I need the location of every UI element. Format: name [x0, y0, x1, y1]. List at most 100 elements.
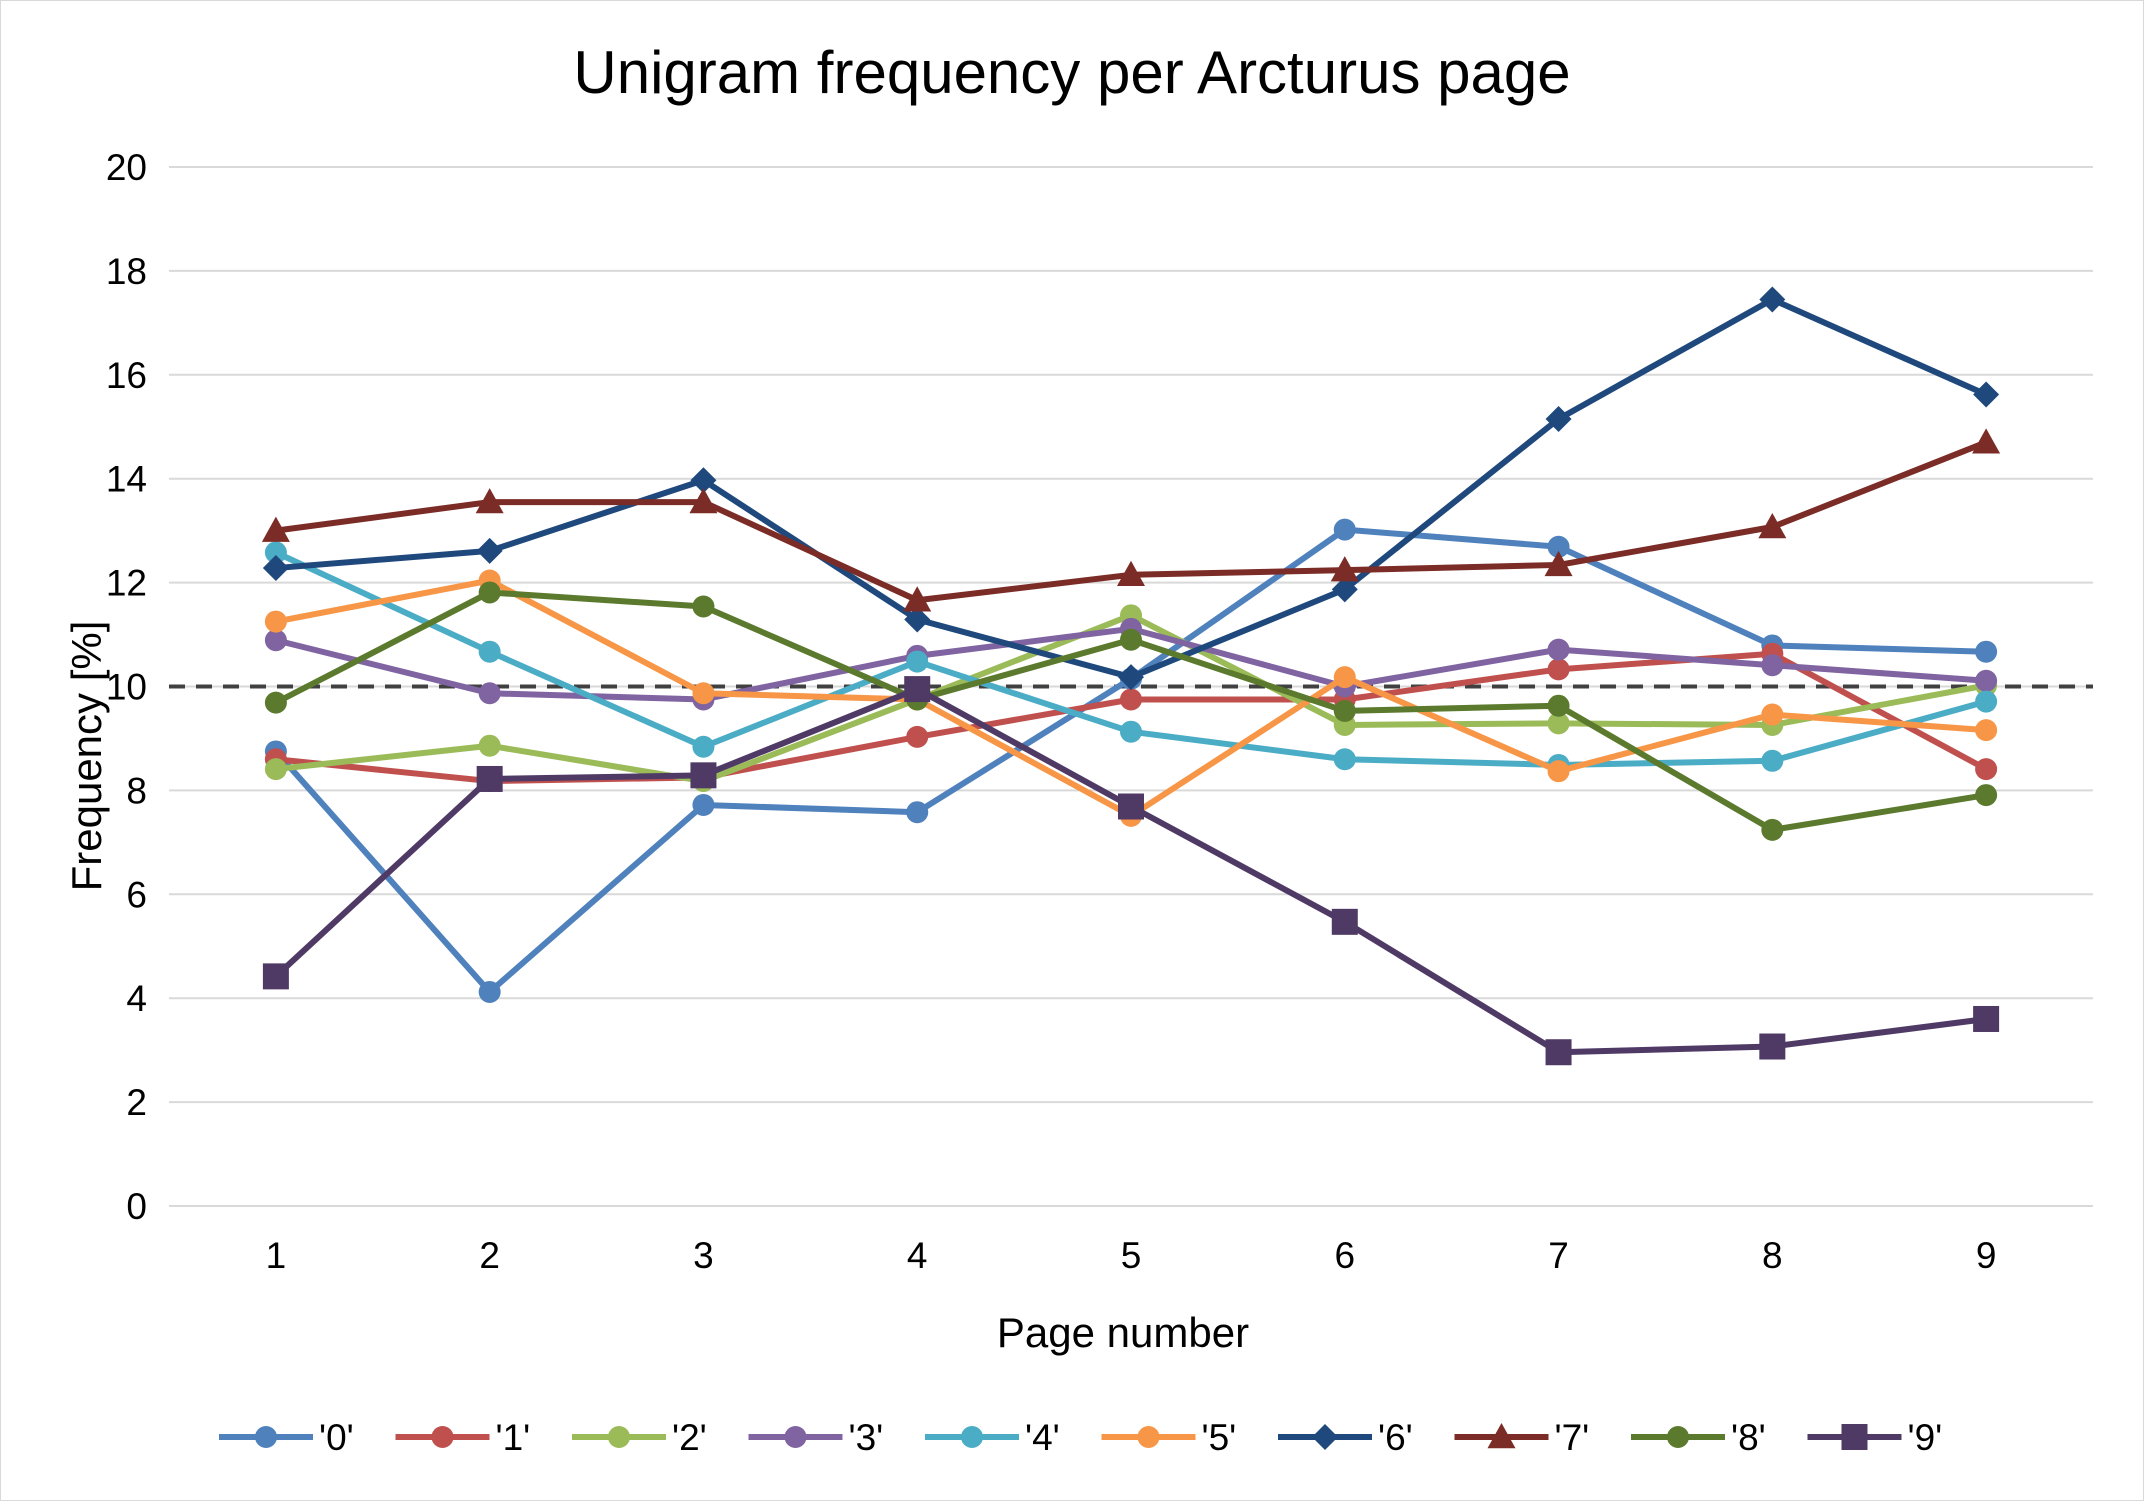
data-point — [1547, 638, 1570, 661]
x-tick-label: 4 — [907, 1235, 928, 1276]
data-point — [1118, 793, 1144, 820]
legend-label: '0' — [319, 1417, 354, 1458]
x-tick-label: 7 — [1548, 1235, 1569, 1276]
series-lines — [261, 286, 2001, 1066]
data-point — [1973, 381, 2000, 408]
data-point — [478, 640, 501, 663]
data-point — [1761, 818, 1784, 841]
data-point — [1331, 576, 1358, 603]
data-point — [1120, 720, 1142, 743]
legend-swatch-marker — [1841, 1424, 1868, 1450]
legend-item: '0' — [219, 1417, 354, 1458]
data-point — [1547, 658, 1570, 681]
data-point — [903, 586, 932, 612]
legend-label: '9' — [1908, 1417, 1943, 1458]
legend-item: '6' — [1278, 1417, 1413, 1458]
legend-label: '3' — [849, 1417, 884, 1458]
x-tick-label: 9 — [1976, 1235, 1997, 1276]
data-point — [904, 676, 931, 703]
legend-item: '3' — [748, 1417, 884, 1458]
data-point — [1544, 550, 1573, 577]
data-point — [1547, 694, 1570, 717]
data-point — [1331, 908, 1358, 935]
x-tick-label: 2 — [479, 1235, 500, 1276]
data-point — [1545, 405, 1572, 432]
legend-label: '4' — [1025, 1417, 1060, 1458]
data-point — [262, 555, 289, 582]
legend-swatch-marker — [961, 1426, 983, 1448]
data-point — [1547, 760, 1570, 783]
data-point — [692, 735, 715, 758]
data-point — [1545, 1039, 1572, 1066]
data-point — [1547, 712, 1570, 735]
series-9 — [262, 676, 2000, 1066]
data-point — [261, 516, 290, 542]
data-point — [689, 488, 718, 514]
data-point — [1972, 428, 2001, 454]
y-tick-label: 8 — [126, 770, 147, 811]
x-tick-label: 8 — [1762, 1235, 1783, 1276]
y-tick-label: 18 — [106, 251, 147, 292]
y-tick-label: 14 — [106, 459, 147, 500]
data-point — [1761, 703, 1784, 726]
data-point — [906, 725, 929, 748]
data-point — [264, 758, 287, 781]
data-point — [1120, 688, 1142, 711]
legend-swatch-marker — [784, 1426, 807, 1448]
x-axis-tick-labels: 1 2 3 4 5 6 7 8 9 — [266, 1235, 1997, 1276]
data-point — [478, 581, 501, 604]
y-tick-label: 16 — [106, 355, 147, 396]
legend-item: '1' — [395, 1417, 530, 1458]
data-point — [475, 488, 504, 514]
y-tick-label: 12 — [106, 563, 147, 604]
data-point — [1333, 666, 1356, 689]
data-point — [1120, 628, 1142, 651]
x-tick-label: 3 — [693, 1235, 714, 1276]
legend-item: '9' — [1807, 1417, 1943, 1458]
data-point — [1973, 1005, 2000, 1032]
legend-swatch-marker — [431, 1426, 454, 1448]
legend-label: '5' — [1202, 1417, 1237, 1458]
x-tick-label: 6 — [1334, 1235, 1355, 1276]
y-tick-label: 6 — [126, 874, 147, 915]
y-tick-label: 4 — [126, 978, 147, 1019]
y-axis-tick-labels: 0 2 4 6 8 10 12 14 16 18 20 — [106, 147, 147, 1227]
data-point — [904, 606, 931, 633]
data-point — [264, 541, 287, 564]
legend-swatch-marker — [1137, 1426, 1160, 1448]
data-point — [264, 610, 287, 633]
x-tick-label: 1 — [266, 1235, 287, 1276]
legend-item: '8' — [1631, 1417, 1766, 1458]
data-point — [1759, 1033, 1786, 1060]
data-point — [1975, 758, 1998, 781]
data-point — [690, 762, 717, 789]
legend: '0' '1' '2' '3' '4' '5' '6' '7' '8' '9' — [219, 1417, 1942, 1458]
data-point — [262, 963, 289, 990]
y-tick-label: 2 — [126, 1082, 147, 1123]
data-point — [476, 765, 503, 792]
legend-item: '5' — [1101, 1417, 1237, 1458]
x-axis-title: Page number — [997, 1309, 1249, 1356]
data-point — [1975, 669, 1998, 692]
data-point — [1330, 556, 1359, 582]
legend-label: '7' — [1555, 1417, 1590, 1458]
legend-item: '4' — [925, 1417, 1060, 1458]
y-tick-label: 0 — [126, 1186, 147, 1227]
data-point — [690, 467, 717, 494]
series-7 — [261, 428, 2001, 612]
data-point — [692, 595, 715, 618]
x-tick-label: 5 — [1121, 1235, 1142, 1276]
data-point — [692, 793, 715, 816]
data-point — [1975, 640, 1998, 663]
data-point — [906, 801, 929, 824]
legend-item: '7' — [1454, 1417, 1590, 1458]
data-point — [264, 691, 287, 714]
legend-swatch-marker — [1487, 1423, 1516, 1449]
data-point — [1975, 719, 1998, 742]
data-point — [478, 734, 501, 757]
y-tick-label: 20 — [106, 147, 147, 188]
chart-title: Unigram frequency per Arcturus page — [573, 39, 1570, 106]
data-point — [1975, 690, 1998, 713]
